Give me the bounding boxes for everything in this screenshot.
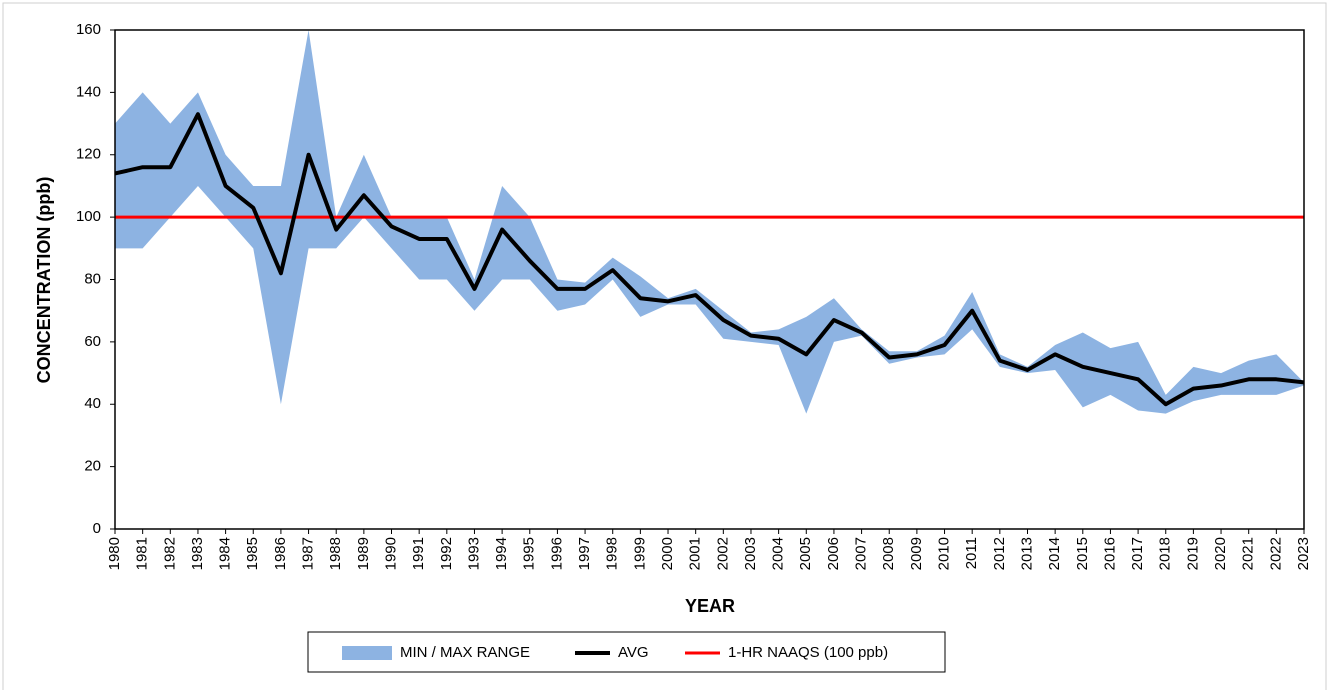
x-tick-label: 1997 — [576, 537, 593, 570]
x-tick-label: 1988 — [327, 537, 344, 570]
x-tick-label: 2009 — [908, 537, 925, 570]
x-tick-label: 1991 — [410, 537, 427, 570]
x-tick-label: 1981 — [134, 537, 151, 570]
legend-label: MIN / MAX RANGE — [400, 644, 530, 661]
y-tick-label: 20 — [84, 458, 101, 475]
x-tick-label: 2001 — [687, 537, 704, 570]
x-tick-label: 2006 — [825, 537, 842, 570]
y-tick-label: 120 — [76, 146, 101, 163]
x-tick-label: 2021 — [1240, 537, 1257, 570]
x-tick-label: 1987 — [300, 537, 317, 570]
x-tick-label: 1984 — [217, 537, 234, 570]
x-tick-label: 1996 — [548, 537, 565, 570]
x-tick-label: 2014 — [1046, 537, 1063, 570]
x-tick-label: 2019 — [1184, 537, 1201, 570]
x-tick-label: 2016 — [1101, 537, 1118, 570]
y-tick-label: 140 — [76, 83, 101, 100]
y-tick-label: 60 — [84, 333, 101, 350]
x-tick-label: 1986 — [272, 537, 289, 570]
y-tick-label: 80 — [84, 270, 101, 287]
x-tick-label: 2005 — [797, 537, 814, 570]
x-tick-label: 2020 — [1212, 537, 1229, 570]
legend-label: AVG — [618, 644, 649, 661]
y-tick-label: 40 — [84, 395, 101, 412]
x-axis-title: YEAR — [685, 596, 735, 616]
min-max-band — [115, 30, 1304, 414]
x-tick-label: 2007 — [853, 537, 870, 570]
x-tick-label: 2023 — [1295, 537, 1312, 570]
x-tick-label: 1990 — [382, 537, 399, 570]
x-tick-label: 2013 — [1018, 537, 1035, 570]
x-tick-label: 1995 — [521, 537, 538, 570]
y-tick-label: 160 — [76, 21, 101, 38]
x-tick-label: 2015 — [1074, 537, 1091, 570]
x-tick-label: 2011 — [963, 537, 980, 569]
x-tick-label: 2003 — [742, 537, 759, 570]
x-tick-label: 1985 — [244, 537, 261, 570]
x-tick-label: 2004 — [770, 537, 787, 570]
x-tick-label: 1999 — [631, 537, 648, 570]
avg-line — [114, 112, 1305, 407]
x-tick-label: 1993 — [465, 537, 482, 570]
x-tick-label: 1998 — [604, 537, 621, 570]
x-tick-label: 2008 — [880, 537, 897, 570]
x-tick-label: 2017 — [1129, 537, 1146, 570]
x-tick-label: 2002 — [714, 537, 731, 570]
x-tick-label: 1989 — [355, 537, 372, 570]
x-tick-label: 1980 — [106, 537, 123, 570]
x-tick-label: 1983 — [189, 537, 206, 570]
x-tick-label: 2000 — [659, 537, 676, 570]
x-tick-label: 1994 — [493, 537, 510, 570]
x-tick-label: 1982 — [161, 537, 178, 570]
y-tick-label: 100 — [76, 208, 101, 225]
x-tick-label: 2022 — [1267, 537, 1284, 570]
x-tick-label: 1992 — [438, 537, 455, 570]
legend — [307, 631, 946, 673]
x-tick-label: 2010 — [936, 537, 953, 570]
y-axis-title: CONCENTRATION (ppb) — [34, 177, 54, 384]
x-tick-label: 2018 — [1157, 537, 1174, 570]
y-tick-label: 0 — [93, 520, 101, 537]
x-tick-label: 2012 — [991, 537, 1008, 570]
legend-label: 1-HR NAAQS (100 ppb) — [728, 644, 888, 661]
legend-swatch-band — [342, 646, 392, 660]
